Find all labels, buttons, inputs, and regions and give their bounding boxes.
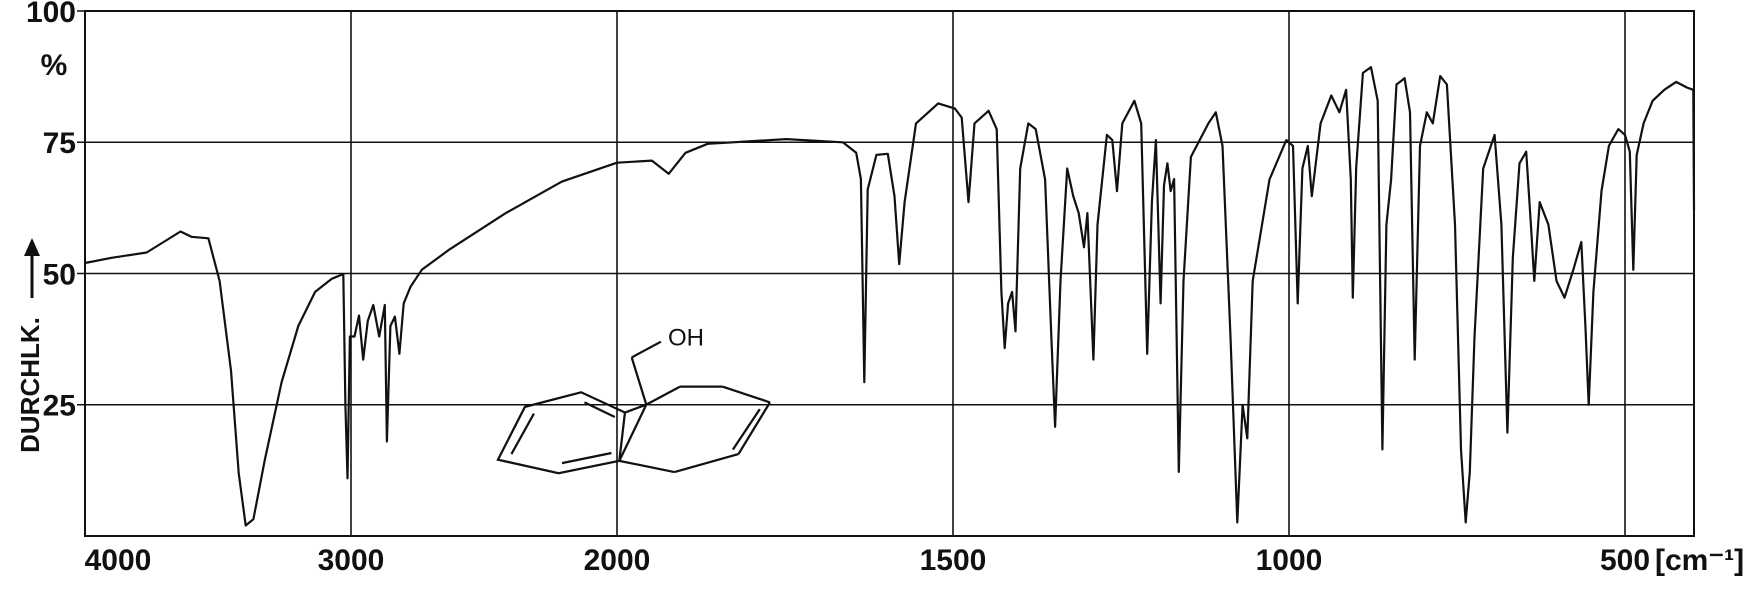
y-tick-label: 50 bbox=[43, 258, 76, 291]
x-tick-label: 2000 bbox=[584, 544, 651, 577]
y-arrow bbox=[24, 238, 40, 298]
x-tick-label: 1000 bbox=[1256, 544, 1323, 577]
y-unit: % bbox=[41, 49, 68, 82]
x-tick-label: 3000 bbox=[318, 544, 385, 577]
x-unit: [cm⁻¹] bbox=[1655, 544, 1744, 577]
structure-label: OH bbox=[668, 324, 704, 351]
structure bbox=[496, 340, 771, 475]
y-tick-label: 100 bbox=[26, 0, 76, 29]
spectrum-line bbox=[84, 66, 1696, 527]
x-tick-label: 4000 bbox=[85, 544, 152, 577]
y-tick-label: 75 bbox=[43, 127, 76, 160]
y-axis-label: DURCHLK. bbox=[15, 317, 45, 453]
y-tick-label: 25 bbox=[43, 390, 76, 423]
x-tick-label: 1500 bbox=[920, 544, 987, 577]
x-tick-label: 500 bbox=[1600, 544, 1650, 577]
